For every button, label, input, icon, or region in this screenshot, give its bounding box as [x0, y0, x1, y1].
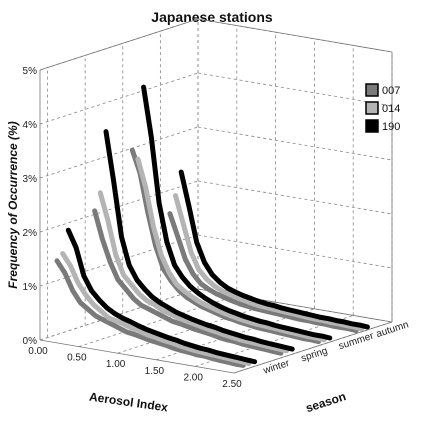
y-tick-label: 3%	[23, 174, 38, 185]
legend-swatch-007	[365, 83, 379, 97]
season-tick-label: spring	[300, 346, 329, 365]
gridline-back-wall	[197, 180, 393, 215]
chart-title: Japanese stations	[151, 9, 273, 25]
series-layer	[54, 84, 370, 368]
gridline-back-wall	[197, 72, 393, 107]
tick-layer: 0% 1% 2% 3% 4% 5% 0.00 0.50 1.00 1.50 2.00 2.50 wint…	[23, 66, 411, 390]
series-line-007-summer	[129, 147, 321, 345]
season-tick-label: autumn	[375, 319, 410, 340]
gridline-back-wall	[197, 234, 393, 269]
series-line-014-autumn	[173, 193, 365, 332]
season-axis-label: season	[304, 389, 348, 415]
gridline-left-wall	[39, 72, 199, 125]
x-tick-label: 2.50	[222, 379, 242, 390]
frame-edge	[233, 321, 393, 374]
y-tick-label: 1%	[23, 282, 38, 293]
series-line-014-summer	[135, 156, 327, 343]
frame-edge	[197, 18, 393, 53]
series-line-190-winter	[65, 227, 258, 365]
gridline-floor	[39, 288, 199, 341]
series-line-190-spring	[103, 129, 295, 352]
series-line-190-summer	[141, 84, 333, 341]
series-line-014-spring	[97, 190, 289, 354]
gridline-left-wall	[39, 234, 199, 287]
y-tick-label: 5%	[23, 66, 38, 77]
legend-swatch-014	[365, 101, 379, 115]
legend: 007 014 190	[365, 83, 400, 133]
series-line-190-autumn	[178, 169, 370, 330]
frame-edge	[39, 18, 199, 71]
frame-edge	[39, 339, 235, 374]
y-axis-label: Frequency of Occurrence (%)	[6, 121, 20, 288]
x-tick-label: 0.00	[28, 346, 48, 357]
series-line-007-spring	[92, 208, 284, 356]
x-tick-label: 1.50	[145, 366, 165, 377]
gridline-left-wall	[39, 180, 199, 233]
gridline-back-wall	[197, 126, 393, 161]
x-tick-label: 0.50	[67, 353, 87, 364]
y-tick-label: 2%	[23, 228, 38, 239]
y-tick-label: 4%	[23, 120, 38, 131]
legend-swatch-190	[365, 119, 379, 133]
x-axis-label: Aerosol Index	[88, 390, 169, 415]
x-tick-label: 2.00	[183, 372, 203, 383]
legend-label-014: 014	[382, 103, 400, 115]
gridline-floor	[117, 301, 276, 354]
gridline-left-wall	[39, 126, 199, 179]
series-line-007-autumn	[167, 211, 359, 334]
series-line-007-winter	[54, 258, 246, 368]
season-tick-label: winter	[261, 358, 291, 377]
y-tick-label: 0%	[23, 336, 38, 347]
x-tick-label: 1.00	[106, 359, 126, 370]
legend-label-190: 190	[382, 121, 400, 133]
series-line-014-winter	[60, 251, 252, 367]
legend-label-007: 007	[382, 85, 400, 97]
